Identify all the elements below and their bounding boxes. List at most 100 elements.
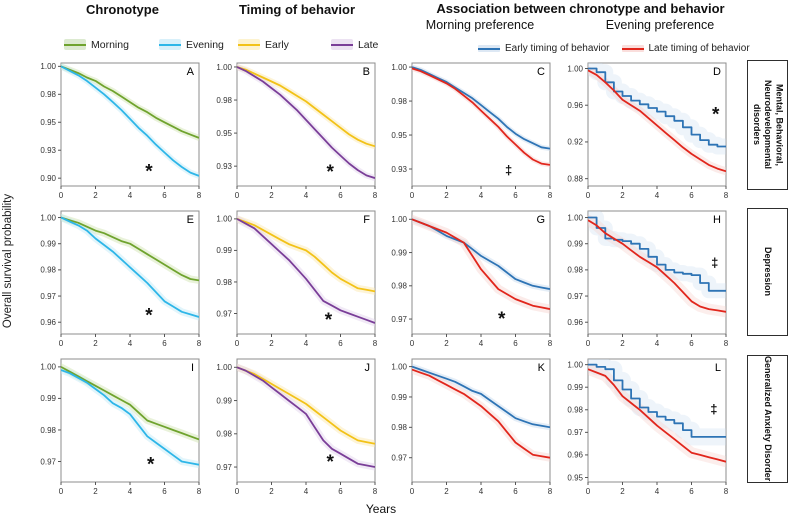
svg-text:A: A <box>187 66 195 78</box>
legend-item-late-timing-of-behavior: Late timing of behavior <box>621 43 750 54</box>
svg-text:0.98: 0.98 <box>41 90 57 99</box>
legend-swatch-evening <box>158 39 181 50</box>
svg-text:4: 4 <box>128 339 133 348</box>
svg-text:6: 6 <box>514 339 519 348</box>
svg-text:0: 0 <box>235 339 240 348</box>
svg-text:0.97: 0.97 <box>567 428 583 437</box>
legend-item-early: Early <box>238 39 289 51</box>
panel-C-chart: 1.00 0.98 0.95 0.93 0 2 4 6 8 C ‡ <box>392 62 553 200</box>
legend-line-late <box>330 43 353 46</box>
svg-text:4: 4 <box>304 487 309 496</box>
svg-text:8: 8 <box>373 339 378 348</box>
column-header-chronotype: Chronotype <box>86 2 159 17</box>
svg-text:8: 8 <box>724 339 729 348</box>
legend-line-evening <box>158 43 181 46</box>
svg-text:1.00: 1.00 <box>392 215 408 224</box>
svg-text:0.97: 0.97 <box>41 457 57 466</box>
panel-H-chart: 1.00 0.99 0.98 0.97 0.96 0 2 4 6 8 H ‡ <box>567 210 729 348</box>
svg-text:D: D <box>713 66 721 78</box>
svg-text:1.00: 1.00 <box>41 62 57 71</box>
svg-text:0.98: 0.98 <box>216 95 232 104</box>
svg-text:6: 6 <box>338 339 343 348</box>
svg-text:0: 0 <box>410 339 415 348</box>
column-header-timing-of-behavior: Timing of behavior <box>238 2 356 17</box>
svg-text:0.97: 0.97 <box>392 453 408 462</box>
svg-text:2: 2 <box>94 487 99 496</box>
svg-text:1.00: 1.00 <box>567 64 583 73</box>
svg-text:0.99: 0.99 <box>41 239 57 248</box>
legend-swatch-morning <box>64 39 86 50</box>
svg-text:4: 4 <box>304 191 309 200</box>
legend-label-evening: Evening <box>185 38 224 51</box>
svg-text:6: 6 <box>514 191 519 200</box>
svg-text:1.00: 1.00 <box>216 363 232 372</box>
legend-timing: Early Late <box>238 37 420 55</box>
svg-text:2: 2 <box>445 487 450 496</box>
svg-text:*: * <box>147 454 155 475</box>
svg-text:0.97: 0.97 <box>216 309 232 318</box>
legend-swatch-early-timing-of-behavior <box>478 45 500 52</box>
legend-swatch-early <box>238 39 260 50</box>
svg-text:0.99: 0.99 <box>392 392 408 401</box>
svg-text:8: 8 <box>197 191 202 200</box>
legend-line-early-timing-of-behavior <box>478 47 500 50</box>
svg-text:8: 8 <box>373 487 378 496</box>
svg-text:0: 0 <box>59 487 64 496</box>
legend-label-early-timing-of-behavior: Early timing of behavior <box>505 43 610 54</box>
legend-line-morning <box>64 43 86 46</box>
svg-text:2: 2 <box>269 339 274 348</box>
legend-line-late-timing-of-behavior <box>621 47 644 50</box>
svg-text:0.98: 0.98 <box>567 265 583 274</box>
svg-text:2: 2 <box>620 339 625 348</box>
legend-label-late: Late <box>357 38 379 51</box>
svg-text:6: 6 <box>163 487 168 496</box>
svg-text:0.95: 0.95 <box>567 473 583 482</box>
row-label-mental-behavioral-neurodevelopmental-disorders: Mental, Behavioral, Neurodevelopmental d… <box>747 60 788 190</box>
svg-text:0.90: 0.90 <box>41 173 57 182</box>
svg-text:8: 8 <box>548 191 553 200</box>
svg-text:‡: ‡ <box>505 162 512 177</box>
svg-text:4: 4 <box>479 191 484 200</box>
svg-text:0.99: 0.99 <box>41 394 57 403</box>
svg-text:8: 8 <box>548 339 553 348</box>
svg-text:0.97: 0.97 <box>567 291 583 300</box>
svg-text:0.98: 0.98 <box>567 405 583 414</box>
svg-text:6: 6 <box>514 487 519 496</box>
panel-J-chart: 1.00 0.99 0.98 0.97 0 2 4 6 8 J * <box>216 358 378 496</box>
y-axis-label: Overall survival probability <box>2 193 14 328</box>
svg-text:6: 6 <box>338 191 343 200</box>
panel-K-chart: 1.00 0.99 0.98 0.97 0 2 4 6 8 K <box>392 358 553 496</box>
svg-text:2: 2 <box>269 191 274 200</box>
subheader-morning-preference: Morning preference <box>425 18 535 32</box>
svg-text:‡: ‡ <box>710 401 717 416</box>
svg-text:‡: ‡ <box>711 254 718 269</box>
svg-text:1.00: 1.00 <box>392 362 408 371</box>
svg-text:0.95: 0.95 <box>392 130 408 139</box>
svg-text:0: 0 <box>410 191 415 200</box>
svg-text:2: 2 <box>94 339 99 348</box>
legend-line-early <box>238 43 260 46</box>
svg-text:0.92: 0.92 <box>567 137 583 146</box>
svg-text:0.93: 0.93 <box>392 164 408 173</box>
svg-text:0.99: 0.99 <box>216 246 232 255</box>
panel-B-chart: 1.00 0.98 0.95 0.93 0 2 4 6 8 B * <box>216 62 378 200</box>
svg-text:0.97: 0.97 <box>216 462 232 471</box>
svg-text:0.98: 0.98 <box>41 425 57 434</box>
legend-item-early-timing-of-behavior: Early timing of behavior <box>478 43 610 54</box>
legend-label-late-timing-of-behavior: Late timing of behavior <box>648 43 750 54</box>
svg-text:*: * <box>326 162 334 183</box>
svg-text:2: 2 <box>94 191 99 200</box>
svg-text:0: 0 <box>410 487 415 496</box>
svg-text:4: 4 <box>655 339 660 348</box>
svg-text:0.93: 0.93 <box>41 146 57 155</box>
svg-text:0.97: 0.97 <box>41 291 57 300</box>
panel-E-chart: 1.00 0.99 0.98 0.97 0.96 0 2 4 6 8 E * <box>41 210 202 348</box>
svg-text:*: * <box>146 161 154 182</box>
svg-text:4: 4 <box>128 191 133 200</box>
svg-text:1.00: 1.00 <box>567 213 583 222</box>
svg-text:0.88: 0.88 <box>567 174 583 183</box>
svg-text:C: C <box>537 66 545 78</box>
svg-text:4: 4 <box>479 339 484 348</box>
svg-text:0.96: 0.96 <box>41 318 57 327</box>
svg-text:8: 8 <box>197 339 202 348</box>
